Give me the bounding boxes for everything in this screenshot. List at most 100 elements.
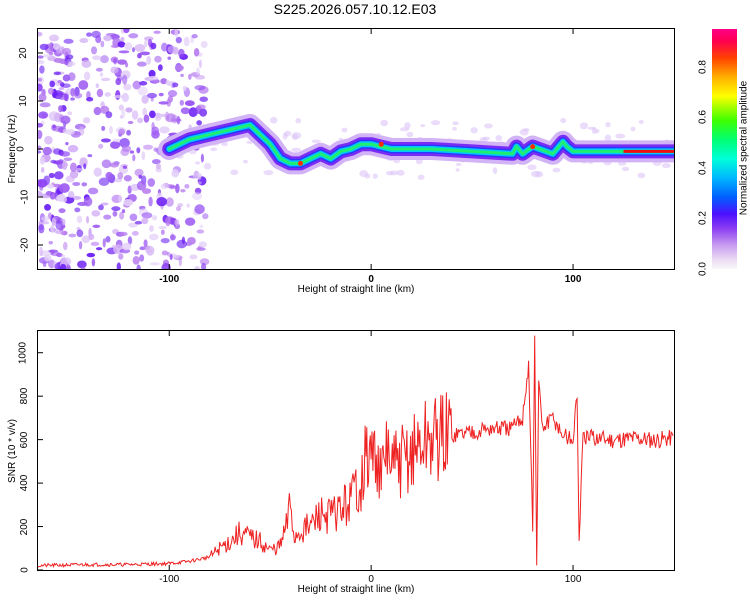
spectrogram-y-tick-label: 10 [18, 95, 30, 107]
noise-blob [38, 111, 49, 119]
noise-blob [172, 46, 179, 55]
noise-blob [74, 92, 83, 99]
noise-blob [126, 129, 131, 136]
noise-blob [48, 249, 59, 253]
noise-blob [101, 159, 112, 169]
haze-blob [242, 159, 248, 164]
noise-blob [145, 245, 155, 256]
noise-blob [81, 235, 90, 244]
noise-blob [64, 60, 69, 66]
noise-blob [152, 215, 158, 221]
noise-blob [153, 147, 158, 152]
noise-blob [109, 162, 119, 168]
haze-blob [203, 162, 212, 170]
noise-blob [102, 238, 106, 248]
noise-blob [38, 179, 48, 188]
spectrogram-y-tick-label: 20 [18, 47, 30, 59]
noise-blob [112, 138, 122, 143]
noise-blob [147, 178, 156, 187]
noise-blob [98, 177, 110, 186]
noise-blob [38, 55, 44, 59]
spectrogram-x-tick-label: 100 [564, 274, 582, 285]
noise-blob [81, 182, 88, 187]
noise-blob [134, 168, 144, 177]
noise-blob [40, 193, 52, 199]
noise-blob [98, 204, 104, 211]
noise-blob [99, 72, 104, 77]
spectrogram-y-tick-label: -10 [19, 189, 31, 205]
noise-blob [200, 40, 208, 48]
noise-blob [87, 154, 93, 158]
noise-blob [38, 93, 47, 102]
noise-blob [61, 196, 68, 203]
noise-blob [100, 202, 109, 206]
noise-blob [156, 196, 168, 207]
haze-blob [389, 170, 399, 176]
snr-y-tick-label: 1000 [17, 341, 29, 364]
noise-blob [127, 120, 134, 125]
noise-blob [48, 241, 54, 245]
noise-blob [68, 233, 77, 238]
noise-blob [78, 240, 83, 250]
noise-blob [77, 260, 87, 269]
noise-blob [149, 110, 156, 119]
noise-blob [63, 157, 73, 161]
noise-blob [148, 75, 159, 81]
haze-blob [615, 133, 626, 139]
noise-blob [38, 145, 42, 151]
noise-blob [139, 81, 148, 86]
haze-blob [295, 117, 302, 124]
colorbar-tick-label: 0.4 [697, 160, 709, 175]
noise-blob [43, 54, 52, 58]
noise-blob [171, 169, 180, 178]
noise-blob [193, 48, 200, 57]
noise-blob [136, 147, 141, 154]
snr-y-axis-title: SNR (10 * v/v) [7, 419, 18, 483]
noise-blob [111, 206, 121, 212]
noise-blob [100, 138, 111, 143]
noise-blob [120, 148, 130, 156]
haze-blob [230, 169, 239, 175]
noise-blob [196, 67, 200, 76]
noise-blob [39, 156, 46, 165]
haze-blob [291, 147, 302, 153]
noise-blob [103, 214, 112, 220]
noise-blob [196, 120, 202, 126]
noise-blob [70, 97, 75, 101]
noise-blob [105, 111, 113, 119]
noise-blob [71, 195, 82, 200]
noise-blob [129, 213, 138, 222]
noise-blob [65, 142, 69, 146]
chart-title: S225.2026.057.10.12.E03 [273, 1, 437, 17]
noise-blob [173, 254, 179, 259]
noise-blob [136, 117, 144, 124]
noise-blob [56, 252, 63, 258]
noise-blob [38, 224, 45, 234]
noise-blob [104, 92, 111, 97]
noise-blob [105, 235, 111, 243]
haze-blob [455, 162, 462, 167]
noise-blob [95, 247, 103, 251]
noise-blob [176, 239, 188, 249]
noise-blob [49, 34, 60, 42]
noise-blob [199, 258, 210, 266]
noise-blob [119, 211, 125, 220]
haze-blob [604, 134, 612, 142]
noise-blob [146, 92, 158, 99]
noise-blob [122, 74, 128, 85]
noise-blob [60, 231, 67, 236]
noise-blob [115, 77, 122, 86]
noise-blob [44, 135, 53, 145]
noise-blob [119, 114, 124, 119]
noise-blob [194, 265, 200, 269]
noise-blob [39, 221, 50, 225]
colorbar-tick-label: 0.6 [697, 110, 709, 125]
noise-blob [122, 165, 128, 169]
noise-blob [93, 106, 102, 116]
noise-blob [86, 252, 96, 258]
haze-blob [552, 167, 561, 173]
noise-blob [62, 160, 68, 170]
noise-blob [128, 33, 139, 39]
noise-blob [38, 83, 43, 92]
noise-blob [93, 167, 102, 177]
